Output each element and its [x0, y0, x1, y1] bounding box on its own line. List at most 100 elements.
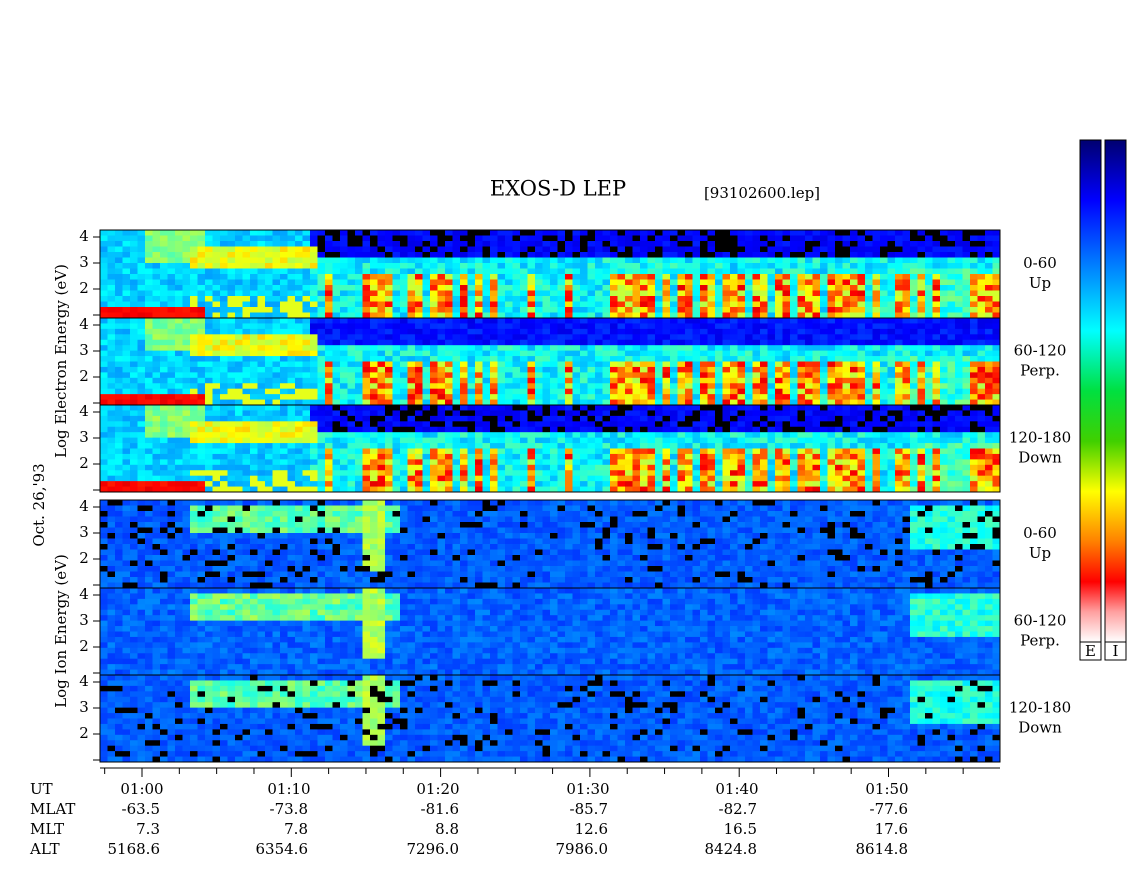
spectrogram-cell — [100, 453, 108, 460]
spectrogram-cell — [977, 318, 986, 324]
spectrogram-cell — [805, 312, 813, 319]
spectrogram-cell — [265, 388, 273, 395]
spectrogram-cell — [970, 274, 978, 280]
spectrogram-cell — [242, 486, 251, 493]
spectrogram-cell — [617, 285, 626, 291]
spectrogram-cell — [827, 307, 836, 313]
spectrogram-cell — [220, 437, 228, 444]
spectrogram-cell — [197, 448, 206, 455]
spectrogram-cell — [782, 388, 791, 395]
spectrogram-cell — [205, 241, 213, 247]
spectrogram-cell — [100, 383, 108, 390]
spectrogram-cell — [190, 377, 198, 384]
spectrogram-cell — [775, 274, 783, 280]
spectrogram-cell — [947, 394, 956, 400]
spectrogram-cell — [505, 432, 513, 439]
spectrogram-cell — [272, 459, 281, 466]
spectrogram-cell — [182, 328, 191, 335]
spectrogram-cell — [655, 274, 663, 280]
spectrogram-cell — [805, 318, 813, 324]
spectrogram-cell — [707, 285, 716, 291]
spectrogram-cell — [160, 268, 168, 275]
spectrogram-cell — [580, 405, 588, 411]
spectrogram-cell — [385, 246, 393, 253]
spectrogram-cell — [490, 246, 498, 253]
spectrogram-cell — [632, 459, 641, 466]
spectrogram-cell — [242, 388, 251, 395]
spectrogram-cell — [190, 274, 198, 280]
spectrogram-cell — [857, 290, 866, 297]
spectrogram-cell — [767, 339, 776, 346]
spectrogram-cell — [595, 372, 603, 379]
spectrogram-cell — [175, 448, 183, 455]
spectrogram-cell — [925, 318, 933, 324]
spectrogram-cell — [662, 241, 671, 247]
spectrogram-cell — [527, 366, 536, 373]
spectrogram-cell — [175, 405, 183, 411]
spectrogram-cell — [362, 399, 371, 406]
spectrogram-cell — [362, 296, 371, 302]
spectrogram-cell — [385, 328, 393, 335]
spectrogram-cell — [130, 235, 138, 242]
spectrogram-cell — [947, 361, 956, 368]
spectrogram-cell — [182, 481, 191, 487]
colorbar-label: I — [1113, 642, 1119, 660]
spectrogram-cell — [640, 350, 648, 357]
spectrogram-cell — [212, 318, 221, 324]
spectrogram-cell — [790, 307, 798, 313]
spectrogram-cell — [497, 426, 506, 433]
spectrogram-cell — [182, 356, 191, 362]
spectrogram-cell — [632, 328, 641, 335]
spectrogram-cell — [497, 464, 506, 471]
spectrogram-cell — [182, 334, 191, 341]
spectrogram-cell — [565, 312, 573, 319]
spectrogram-cell — [475, 345, 483, 352]
spectrogram-cell — [460, 415, 468, 422]
spectrogram-cell — [317, 459, 326, 466]
spectrogram-cell — [497, 410, 506, 417]
spectrogram-cell — [842, 318, 851, 324]
spectrogram-cell — [550, 459, 558, 466]
spectrogram-cell — [520, 356, 528, 362]
spectrogram-cell — [392, 443, 401, 449]
spectrogram-cell — [647, 301, 656, 308]
spectrogram-cell — [895, 361, 903, 368]
spectrogram-cell — [137, 290, 146, 297]
spectrogram-cell — [497, 394, 506, 400]
spectrogram-cell — [310, 394, 318, 400]
spectrogram-cell — [977, 361, 986, 368]
spectrogram-cell — [167, 421, 176, 428]
spectrogram-cell — [482, 257, 491, 264]
spectrogram-cell — [445, 388, 453, 395]
spectrogram-cell — [137, 301, 146, 308]
spectrogram-cell — [535, 279, 543, 286]
spectrogram-cell — [977, 372, 986, 379]
spectrogram-cell — [250, 345, 258, 352]
spectrogram-cell — [790, 345, 798, 352]
spectrogram-cell — [955, 230, 963, 236]
spectrogram-cell — [377, 356, 386, 362]
spectrogram-cell — [227, 323, 236, 330]
spectrogram-cell — [227, 383, 236, 390]
spectrogram-cell — [415, 432, 423, 439]
spectrogram-cell — [677, 323, 686, 330]
spectrogram-cell — [422, 481, 431, 487]
spectrogram-cell — [775, 345, 783, 352]
spectrogram-cell — [325, 366, 333, 373]
spectrogram-cell — [272, 377, 281, 384]
spectrogram-cell — [242, 339, 251, 346]
spectrogram-cell — [550, 475, 558, 482]
spectrogram-cell — [797, 263, 806, 269]
spectrogram-cell — [467, 475, 476, 482]
spectrogram-cell — [152, 246, 161, 253]
spectrogram-cell — [880, 372, 888, 379]
spectrogram-cell — [565, 328, 573, 335]
spectrogram-cell — [520, 421, 528, 428]
spectrogram-cell — [475, 410, 483, 417]
spectrogram-cell — [857, 301, 866, 308]
spectrogram-cell — [512, 481, 521, 487]
spectrogram-cell — [400, 459, 408, 466]
spectrogram-cell — [272, 405, 281, 411]
spectrogram-cell — [940, 399, 948, 406]
spectrogram-cell — [257, 323, 266, 330]
